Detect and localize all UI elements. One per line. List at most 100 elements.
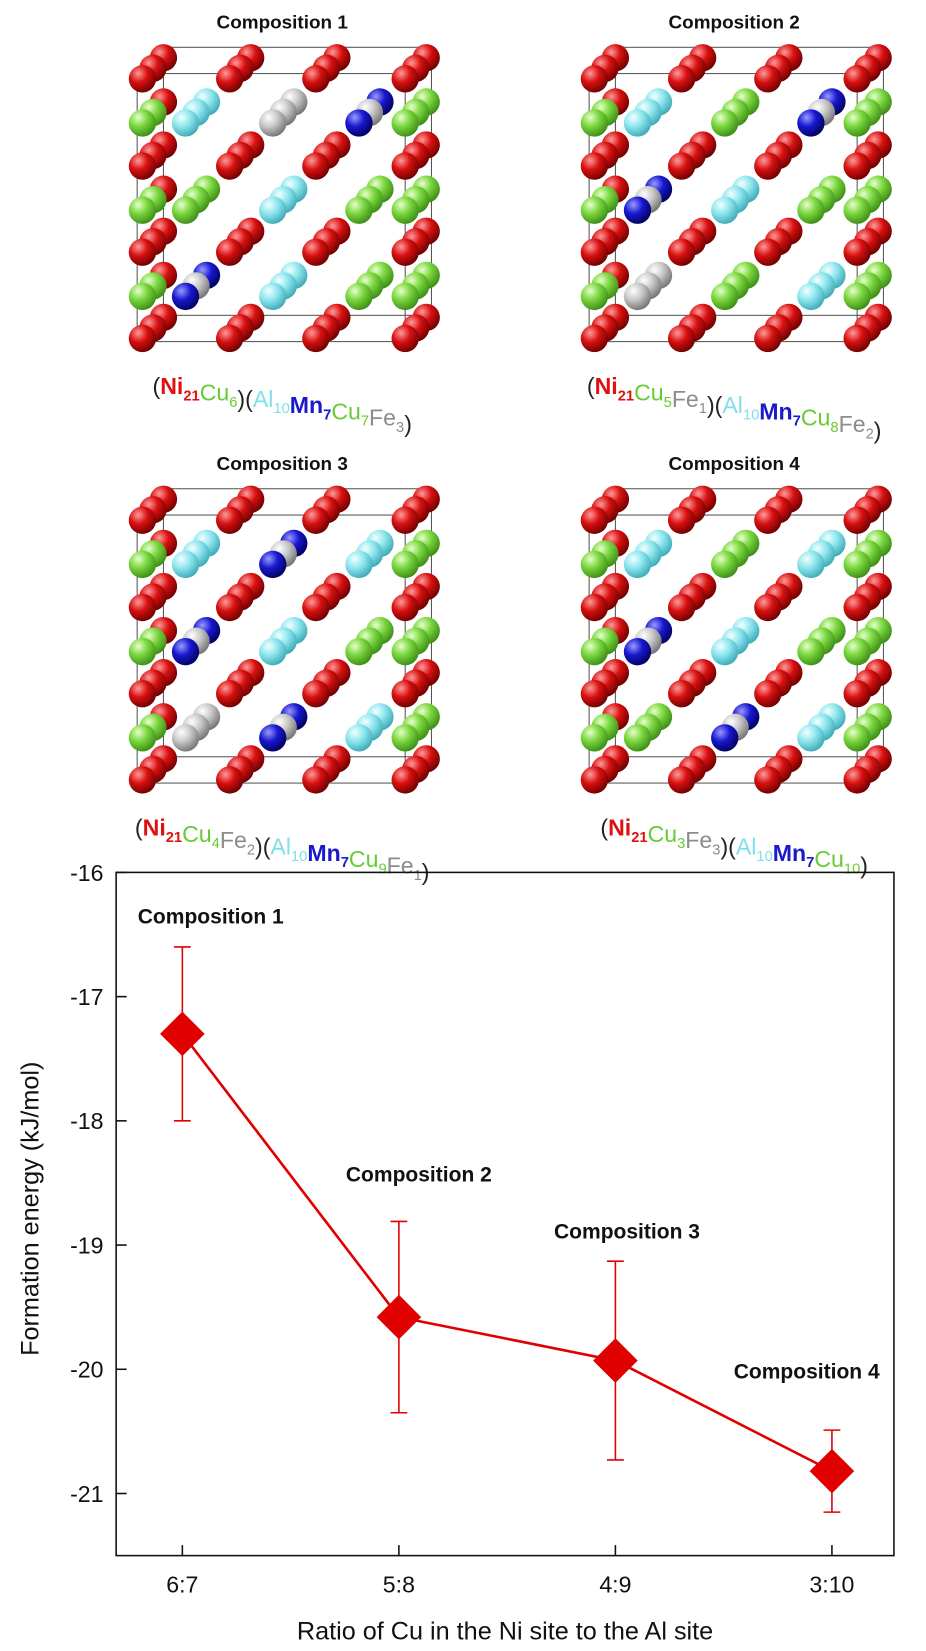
atom xyxy=(392,239,419,266)
atom xyxy=(129,680,156,707)
atom xyxy=(129,65,156,92)
atom xyxy=(581,766,608,793)
atom xyxy=(668,325,695,352)
atom xyxy=(797,724,824,751)
formula-part: )( xyxy=(255,834,271,860)
atom xyxy=(754,239,781,266)
structure-title: Composition 2 xyxy=(669,12,800,33)
formula: (Ni21Cu5Fe1)(Al10Mn7Cu8Fe2) xyxy=(587,373,882,443)
x-tick-label: 4:9 xyxy=(599,1571,631,1597)
atom xyxy=(754,766,781,793)
formula-subscript: 6 xyxy=(229,395,237,411)
formula-part: Cu xyxy=(634,379,664,405)
atom xyxy=(843,197,870,224)
atom xyxy=(624,283,651,310)
y-tick-label: -16 xyxy=(70,860,103,886)
atom xyxy=(216,594,243,621)
y-tick-label: -18 xyxy=(70,1108,103,1134)
formula-part: Ni xyxy=(595,373,618,399)
y-tick-label: -19 xyxy=(70,1232,103,1258)
formula-subscript: 2 xyxy=(866,426,874,442)
atom xyxy=(711,283,738,310)
atom xyxy=(711,109,738,136)
formula-subscript: 3 xyxy=(396,420,404,436)
atom xyxy=(843,766,870,793)
atom xyxy=(581,325,608,352)
atom xyxy=(581,152,608,179)
formula-part: Cu xyxy=(182,821,212,847)
atom xyxy=(581,65,608,92)
structure-panel: Composition 3(Ni21Cu4Fe2)(Al10Mn7Cu9Fe1) xyxy=(129,454,440,885)
atom xyxy=(581,283,608,310)
atom xyxy=(668,65,695,92)
atom xyxy=(581,109,608,136)
structures: Composition 1(Ni21Cu6)(Al10Mn7Cu7Fe3)Com… xyxy=(129,12,892,884)
atom xyxy=(129,109,156,136)
atom xyxy=(624,724,651,751)
atom xyxy=(129,638,156,665)
atom xyxy=(129,152,156,179)
formula-part: Fe xyxy=(839,411,866,437)
atom xyxy=(259,109,286,136)
x-axis-label: Ratio of Cu in the Ni site to the Al sit… xyxy=(297,1618,713,1646)
atom xyxy=(754,325,781,352)
atom xyxy=(129,325,156,352)
formula-part: Fe xyxy=(369,405,396,431)
data-point xyxy=(810,1449,855,1494)
series-line xyxy=(182,1034,832,1471)
formula-subscript: 10 xyxy=(756,849,772,865)
atom xyxy=(129,766,156,793)
atom xyxy=(129,239,156,266)
page: Composition 1(Ni21Cu6)(Al10Mn7Cu7Fe3)Com… xyxy=(0,0,926,1651)
atom xyxy=(843,325,870,352)
atom xyxy=(392,551,419,578)
formula-subscript: 10 xyxy=(844,861,860,877)
atom xyxy=(392,325,419,352)
atom xyxy=(754,507,781,534)
formula-part: )( xyxy=(720,834,736,860)
formula-part: Fe xyxy=(685,827,712,853)
atom xyxy=(581,638,608,665)
atom xyxy=(711,638,738,665)
y-tick-label: -17 xyxy=(70,984,103,1010)
formula-part: Fe xyxy=(672,386,699,412)
formula-part: )( xyxy=(707,392,723,418)
formula-part: Cu xyxy=(349,846,379,872)
structure-panel: Composition 4(Ni21Cu3Fe3)(Al10Mn7Cu10) xyxy=(581,454,892,879)
formula: (Ni21Cu4Fe2)(Al10Mn7Cu9Fe1) xyxy=(135,815,430,885)
atom xyxy=(259,638,286,665)
x-tick-label: 3:10 xyxy=(809,1571,854,1597)
atom xyxy=(302,766,329,793)
atom xyxy=(172,109,199,136)
atom xyxy=(797,638,824,665)
atom xyxy=(216,239,243,266)
formula-subscript: 7 xyxy=(793,414,801,430)
formula-subscript: 7 xyxy=(361,414,369,430)
formula-part: Cu xyxy=(648,821,678,847)
atom xyxy=(392,283,419,310)
atom xyxy=(172,551,199,578)
formula-part: Mn xyxy=(773,840,806,866)
formula-subscript: 8 xyxy=(830,420,838,436)
atom xyxy=(711,197,738,224)
data-point xyxy=(593,1338,638,1383)
formula-part: Cu xyxy=(200,379,230,405)
atom xyxy=(392,594,419,621)
atom xyxy=(172,724,199,751)
formula-part: Ni xyxy=(160,373,183,399)
formula-part: Fe xyxy=(387,852,414,878)
formula-part: Fe xyxy=(220,827,247,853)
annotation: Composition 4 xyxy=(734,1361,880,1384)
atom xyxy=(172,197,199,224)
atom xyxy=(259,283,286,310)
atom xyxy=(668,594,695,621)
atom xyxy=(345,283,372,310)
formula-part: ) xyxy=(874,417,882,443)
formula-subscript: 5 xyxy=(664,395,672,411)
atom xyxy=(668,239,695,266)
formula-subscript: 1 xyxy=(414,868,422,884)
atom xyxy=(843,239,870,266)
atom xyxy=(302,507,329,534)
atom xyxy=(843,594,870,621)
